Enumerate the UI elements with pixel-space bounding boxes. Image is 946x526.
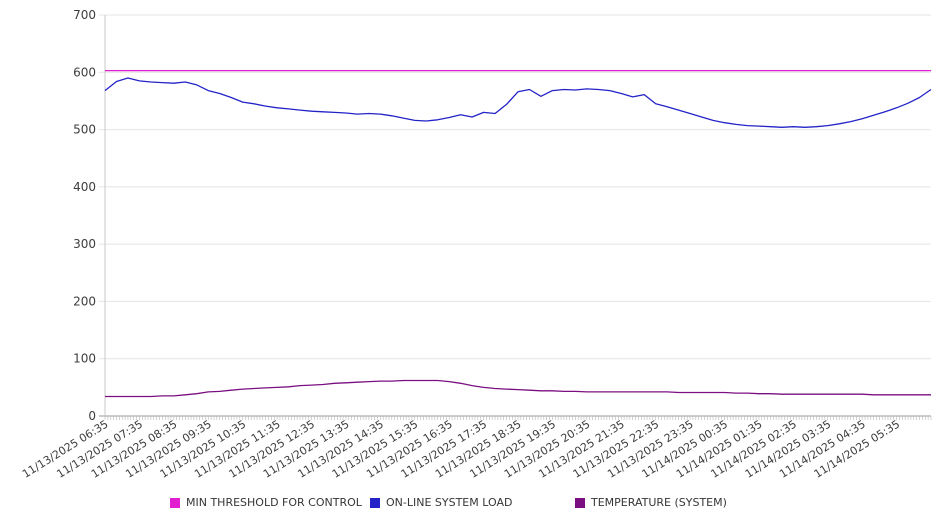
svg-text:100: 100 (73, 352, 96, 366)
legend-item-system-load: ON-LINE SYSTEM LOAD (370, 496, 512, 509)
svg-text:500: 500 (73, 123, 96, 137)
legend-swatch-min-threshold-icon (170, 497, 180, 508)
svg-text:200: 200 (73, 294, 96, 308)
legend-label-system-load: ON-LINE SYSTEM LOAD (386, 496, 513, 509)
legend-label-temperature: TEMPERATURE (SYSTEM) (591, 496, 727, 509)
svg-text:400: 400 (73, 180, 96, 194)
svg-text:0: 0 (88, 409, 96, 423)
legend-item-min-threshold: MIN THRESHOLD FOR CONTROL (170, 496, 362, 509)
legend-label-min-threshold: MIN THRESHOLD FOR CONTROL (186, 496, 362, 509)
legend-swatch-temperature-icon (575, 497, 585, 508)
legend: MIN THRESHOLD FOR CONTROL ON-LINE SYSTEM… (0, 496, 946, 516)
legend-swatch-system-load-icon (370, 497, 380, 508)
svg-text:600: 600 (73, 65, 96, 79)
legend-item-temperature: TEMPERATURE (SYSTEM) (575, 496, 727, 509)
svg-text:300: 300 (73, 237, 96, 251)
svg-text:700: 700 (73, 8, 96, 22)
